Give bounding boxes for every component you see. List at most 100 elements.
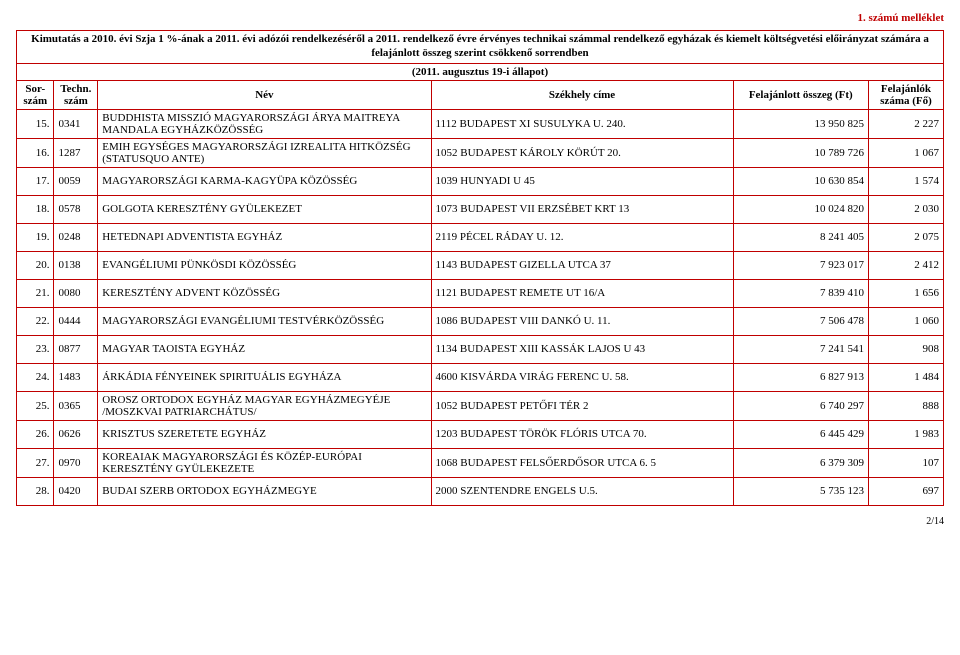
cell-nev: HETEDNAPI ADVENTISTA EGYHÁZ	[98, 223, 431, 251]
cell-ft: 7 506 478	[733, 307, 868, 335]
cell-ft: 10 630 854	[733, 167, 868, 195]
table-row: 20.0138EVANGÉLIUMI PÜNKÖSDI KÖZÖSSÉG1143…	[17, 251, 944, 279]
cell-cim: 1203 BUDAPEST TÖRÖK FLÓRIS UTCA 70.	[431, 420, 733, 448]
cell-nev: KOREAIAK MAGYARORSZÁGI ÉS KÖZÉP-EURÓPAI …	[98, 448, 431, 477]
cell-cim: 1039 HUNYADI U 45	[431, 167, 733, 195]
cell-sor: 27.	[17, 448, 54, 477]
cell-cim: 4600 KISVÁRDA VIRÁG FERENC U. 58.	[431, 363, 733, 391]
cell-sor: 18.	[17, 195, 54, 223]
cell-fo: 1 983	[868, 420, 943, 448]
cell-fo: 2 227	[868, 109, 943, 138]
table-subtitle: (2011. augusztus 19-i állapot)	[17, 63, 944, 80]
cell-nev: ÁRKÁDIA FÉNYEINEK SPIRITUÁLIS EGYHÁZA	[98, 363, 431, 391]
cell-sor: 26.	[17, 420, 54, 448]
col-ft: Felajánlott összeg (Ft)	[733, 80, 868, 109]
table-row: 22.0444MAGYARORSZÁGI EVANGÉLIUMI TESTVÉR…	[17, 307, 944, 335]
cell-tech: 0970	[54, 448, 98, 477]
cell-nev: MAGYARORSZÁGI EVANGÉLIUMI TESTVÉRKÖZÖSSÉ…	[98, 307, 431, 335]
table-row: 21.0080KERESZTÉNY ADVENT KÖZÖSSÉG1121 BU…	[17, 279, 944, 307]
cell-ft: 6 740 297	[733, 391, 868, 420]
col-nev: Név	[98, 80, 431, 109]
cell-sor: 17.	[17, 167, 54, 195]
cell-cim: 1121 BUDAPEST REMETE UT 16/A	[431, 279, 733, 307]
table-row: 27.0970KOREAIAK MAGYARORSZÁGI ÉS KÖZÉP-E…	[17, 448, 944, 477]
cell-sor: 20.	[17, 251, 54, 279]
cell-fo: 697	[868, 477, 943, 505]
cell-nev: MAGYARORSZÁGI KARMA-KAGYÜPA KÖZÖSSÉG	[98, 167, 431, 195]
cell-nev: MAGYAR TAOISTA EGYHÁZ	[98, 335, 431, 363]
cell-nev: KRISZTUS SZERETETE EGYHÁZ	[98, 420, 431, 448]
cell-cim: 1143 BUDAPEST GIZELLA UTCA 37	[431, 251, 733, 279]
cell-tech: 0578	[54, 195, 98, 223]
table-row: 23.0877MAGYAR TAOISTA EGYHÁZ1134 BUDAPES…	[17, 335, 944, 363]
page-number: 2/14	[16, 516, 944, 527]
annex-label: 1. számú melléklet	[16, 12, 944, 24]
cell-fo: 1 574	[868, 167, 943, 195]
cell-tech: 0420	[54, 477, 98, 505]
cell-cim: 2000 SZENTENDRE ENGELS U.5.	[431, 477, 733, 505]
cell-tech: 0626	[54, 420, 98, 448]
table-row: 15.0341BUDDHISTA MISSZIÓ MAGYARORSZÁGI Á…	[17, 109, 944, 138]
cell-fo: 1 060	[868, 307, 943, 335]
cell-cim: 1112 BUDAPEST XI SUSULYKA U. 240.	[431, 109, 733, 138]
cell-sor: 19.	[17, 223, 54, 251]
cell-cim: 1052 BUDAPEST PETŐFI TÉR 2	[431, 391, 733, 420]
cell-nev: BUDDHISTA MISSZIÓ MAGYARORSZÁGI ÁRYA MAI…	[98, 109, 431, 138]
cell-ft: 8 241 405	[733, 223, 868, 251]
cell-tech: 0341	[54, 109, 98, 138]
cell-nev: OROSZ ORTODOX EGYHÁZ MAGYAR EGYHÁZMEGYÉJ…	[98, 391, 431, 420]
cell-tech: 0365	[54, 391, 98, 420]
col-tech: Techn. szám	[54, 80, 98, 109]
cell-cim: 1068 BUDAPEST FELSŐERDŐSOR UTCA 6. 5	[431, 448, 733, 477]
table-row: 28.0420BUDAI SZERB ORTODOX EGYHÁZMEGYE20…	[17, 477, 944, 505]
table-row: 26.0626KRISZTUS SZERETETE EGYHÁZ1203 BUD…	[17, 420, 944, 448]
cell-ft: 13 950 825	[733, 109, 868, 138]
cell-nev: KERESZTÉNY ADVENT KÖZÖSSÉG	[98, 279, 431, 307]
cell-fo: 1 067	[868, 138, 943, 167]
cell-fo: 107	[868, 448, 943, 477]
cell-ft: 5 735 123	[733, 477, 868, 505]
cell-sor: 24.	[17, 363, 54, 391]
table-row: 18.0578GOLGOTA KERESZTÉNY GYÜLEKEZET1073…	[17, 195, 944, 223]
cell-nev: EVANGÉLIUMI PÜNKÖSDI KÖZÖSSÉG	[98, 251, 431, 279]
cell-ft: 10 024 820	[733, 195, 868, 223]
cell-tech: 1287	[54, 138, 98, 167]
cell-sor: 15.	[17, 109, 54, 138]
cell-fo: 908	[868, 335, 943, 363]
data-table: Kimutatás a 2010. évi Szja 1 %-ának a 20…	[16, 30, 944, 506]
cell-sor: 22.	[17, 307, 54, 335]
cell-tech: 0080	[54, 279, 98, 307]
table-row: 17.0059MAGYARORSZÁGI KARMA-KAGYÜPA KÖZÖS…	[17, 167, 944, 195]
cell-fo: 1 484	[868, 363, 943, 391]
table-row: 19.0248HETEDNAPI ADVENTISTA EGYHÁZ2119 P…	[17, 223, 944, 251]
cell-fo: 888	[868, 391, 943, 420]
cell-ft: 7 241 541	[733, 335, 868, 363]
cell-ft: 6 445 429	[733, 420, 868, 448]
col-cim: Székhely címe	[431, 80, 733, 109]
table-row: 24.1483ÁRKÁDIA FÉNYEINEK SPIRITUÁLIS EGY…	[17, 363, 944, 391]
table-title: Kimutatás a 2010. évi Szja 1 %-ának a 20…	[17, 31, 944, 64]
cell-ft: 6 827 913	[733, 363, 868, 391]
cell-fo: 2 412	[868, 251, 943, 279]
cell-cim: 1134 BUDAPEST XIII KASSÁK LAJOS U 43	[431, 335, 733, 363]
cell-tech: 0059	[54, 167, 98, 195]
table-row: 16.1287EMIH EGYSÉGES MAGYARORSZÁGI IZREA…	[17, 138, 944, 167]
cell-fo: 2 075	[868, 223, 943, 251]
cell-sor: 23.	[17, 335, 54, 363]
cell-tech: 0248	[54, 223, 98, 251]
cell-ft: 10 789 726	[733, 138, 868, 167]
cell-tech: 1483	[54, 363, 98, 391]
cell-nev: EMIH EGYSÉGES MAGYARORSZÁGI IZREALITA HI…	[98, 138, 431, 167]
cell-cim: 2119 PÉCEL RÁDAY U. 12.	[431, 223, 733, 251]
cell-cim: 1073 BUDAPEST VII ERZSÉBET KRT 13	[431, 195, 733, 223]
cell-cim: 1086 BUDAPEST VIII DANKÓ U. 11.	[431, 307, 733, 335]
table-row: 25.0365OROSZ ORTODOX EGYHÁZ MAGYAR EGYHÁ…	[17, 391, 944, 420]
cell-sor: 25.	[17, 391, 54, 420]
cell-sor: 28.	[17, 477, 54, 505]
cell-cim: 1052 BUDAPEST KÁROLY KÖRÚT 20.	[431, 138, 733, 167]
cell-fo: 2 030	[868, 195, 943, 223]
cell-sor: 21.	[17, 279, 54, 307]
cell-ft: 6 379 309	[733, 448, 868, 477]
col-sor: Sor-szám	[17, 80, 54, 109]
cell-ft: 7 923 017	[733, 251, 868, 279]
